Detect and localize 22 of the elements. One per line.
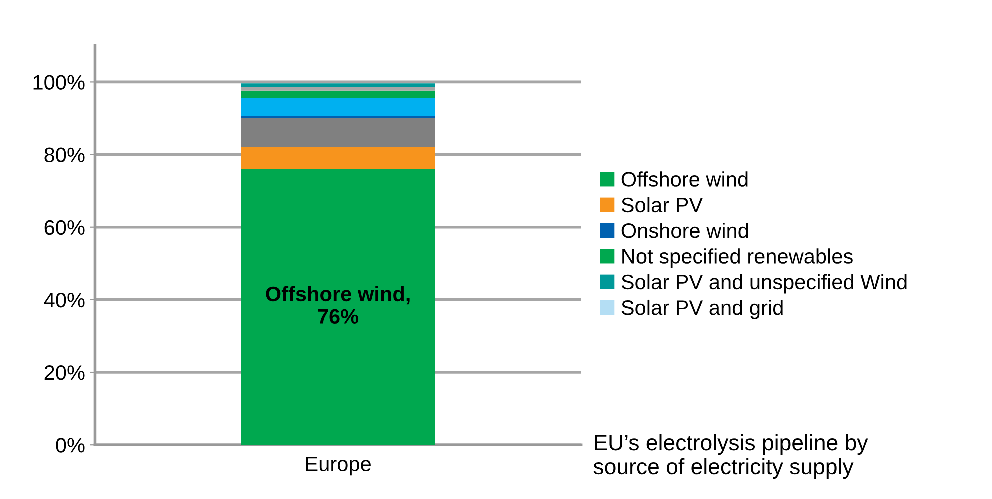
y-tick-label: 100% xyxy=(34,75,85,90)
legend-label: Solar PV xyxy=(622,197,704,213)
y-tick-label: 0% xyxy=(56,438,85,453)
legend-label: Solar PV and grid xyxy=(622,300,783,320)
y-tick-label: 60% xyxy=(44,220,85,236)
bar xyxy=(241,148,436,170)
bar xyxy=(241,118,436,148)
y-tick-label: 80% xyxy=(44,148,85,163)
legend-label: Not specified renewables xyxy=(622,248,853,268)
bar xyxy=(241,90,436,98)
bar xyxy=(241,84,436,88)
legend-label: Onshore wind xyxy=(622,222,748,238)
y-tick-label: 20% xyxy=(44,366,85,380)
bar xyxy=(241,169,436,446)
x-tick-label: Europe xyxy=(306,456,371,476)
legend-label: Offshore wind xyxy=(622,172,748,187)
text: EU’s electrolysis pipeline by source of electricity supply xyxy=(594,434,868,480)
y-tick-label: 40% xyxy=(44,292,85,308)
bar xyxy=(241,87,436,91)
legend-label: Solar PV and unspecified Wind xyxy=(622,274,907,294)
annotation: Offshore wind, 76% xyxy=(266,286,410,324)
bar xyxy=(241,98,436,116)
